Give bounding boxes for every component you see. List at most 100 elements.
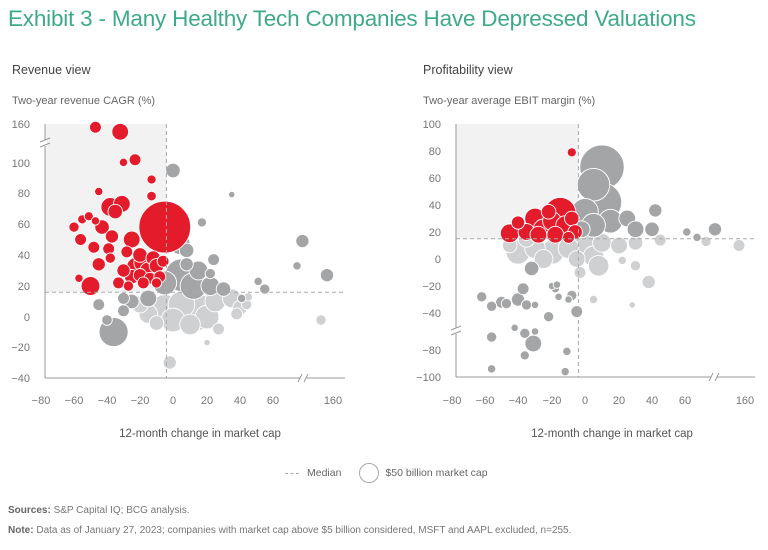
- data-point: [236, 293, 247, 304]
- data-point: [520, 299, 533, 311]
- data-point: [204, 268, 216, 280]
- data-point: [132, 247, 148, 263]
- median-line-swatch: [285, 472, 299, 474]
- data-point: [87, 240, 101, 254]
- data-point: [74, 233, 87, 246]
- x-axis-break-gap: [300, 376, 306, 380]
- data-point: [588, 294, 599, 305]
- x-axis-break-mark: [303, 373, 309, 383]
- y-tick-label: −80: [422, 345, 441, 357]
- x-axis-label: 12-month change in market cap: [531, 428, 693, 440]
- y-tick-label: 60: [429, 173, 441, 185]
- y-tick-label: 0: [435, 254, 441, 266]
- data-point: [567, 250, 586, 268]
- x-tick-label: 40: [646, 395, 658, 407]
- legend-median-label: Median: [307, 467, 342, 479]
- data-point: [94, 186, 104, 197]
- profitability-chart: −80 −60 −40 −20 0 20 40 60 160 100 80 60 40 20 0 −20 −40…: [416, 119, 755, 440]
- data-point: [203, 338, 211, 347]
- data-point: [486, 300, 498, 312]
- legend: Median $50 billion market cap: [285, 463, 488, 483]
- data-point: [732, 239, 746, 252]
- x-tick-label: −20: [131, 395, 150, 407]
- note-text: Data as of January 27, 2023; companies w…: [36, 525, 572, 536]
- y-tick-label: −40: [11, 373, 30, 385]
- y-tick-label: 100: [12, 158, 30, 170]
- data-point: [486, 331, 498, 343]
- data-point: [500, 297, 513, 310]
- data-point: [552, 280, 562, 289]
- data-point: [546, 225, 565, 244]
- x-tick-label: 60: [267, 395, 279, 407]
- data-point: [89, 120, 102, 134]
- data-point: [215, 281, 232, 297]
- data-point: [80, 276, 101, 296]
- data-point: [628, 301, 636, 309]
- y-tick-label: 20: [18, 281, 30, 293]
- sources-text: S&P Capital IQ; BCG analysis.: [53, 505, 190, 516]
- x-tick-label: −40: [509, 395, 528, 407]
- y-tick-label: 40: [429, 200, 441, 212]
- data-point: [146, 174, 157, 185]
- y-axis-break-gap: [454, 328, 458, 334]
- y-tick-label: 80: [429, 146, 441, 158]
- data-point: [212, 322, 225, 336]
- x-axis-break-mark: [708, 372, 714, 382]
- profitability-y-axis-label: Two-year average EBIT margin (%): [423, 95, 596, 107]
- data-point: [510, 215, 526, 230]
- data-point: [107, 203, 123, 220]
- data-point: [230, 307, 244, 321]
- x-tick-label: −60: [65, 395, 84, 407]
- data-point: [476, 291, 488, 303]
- y-axis-break-mark: [450, 330, 462, 336]
- x-tick-label: 160: [736, 395, 754, 407]
- data-point: [146, 190, 157, 202]
- bubble-size-swatch-icon: [359, 463, 380, 483]
- data-point: [315, 314, 327, 326]
- note-label: Note:: [8, 525, 34, 536]
- legend-bubble-label: $50 billion market cap: [385, 467, 488, 479]
- data-point: [139, 289, 158, 308]
- x-tick-label: 60: [679, 395, 691, 407]
- y-tick-label: 40: [18, 250, 30, 262]
- data-point: [90, 216, 101, 226]
- revenue-view-title: Revenue view: [12, 63, 91, 77]
- x-axis-break-gap: [711, 375, 717, 379]
- x-tick-label: −20: [543, 395, 562, 407]
- x-tick-label: −40: [98, 395, 117, 407]
- data-point: [682, 227, 692, 237]
- data-point: [626, 220, 645, 239]
- data-point: [111, 122, 130, 141]
- data-point: [564, 295, 573, 304]
- data-point: [259, 283, 271, 295]
- data-point: [74, 273, 84, 283]
- data-point: [570, 305, 584, 319]
- data-point: [253, 276, 263, 286]
- x-tick-label: 0: [170, 395, 176, 407]
- data-point: [165, 162, 181, 179]
- y-tick-label: −20: [11, 342, 30, 354]
- data-point: [610, 236, 628, 255]
- x-tick-label: 20: [201, 395, 213, 407]
- data-point: [533, 249, 554, 269]
- y-tick-label: 60: [18, 219, 30, 231]
- x-tick-label: −60: [476, 395, 495, 407]
- data-point: [319, 268, 335, 283]
- data-point: [617, 255, 627, 265]
- data-point: [292, 261, 302, 271]
- data-point: [156, 254, 170, 268]
- data-point: [692, 232, 702, 243]
- data-point: [629, 260, 642, 272]
- x-tick-label: −80: [32, 395, 51, 407]
- data-point: [196, 217, 207, 228]
- data-point: [529, 225, 548, 244]
- data-point: [519, 350, 530, 361]
- data-point: [523, 260, 540, 277]
- data-point: [540, 204, 557, 220]
- data-point: [707, 222, 723, 237]
- data-point: [530, 300, 540, 310]
- sources-label: Sources:: [8, 505, 51, 516]
- data-point: [653, 233, 667, 247]
- sources-note: Sources: S&P Capital IQ; BCG analysis.: [8, 505, 190, 516]
